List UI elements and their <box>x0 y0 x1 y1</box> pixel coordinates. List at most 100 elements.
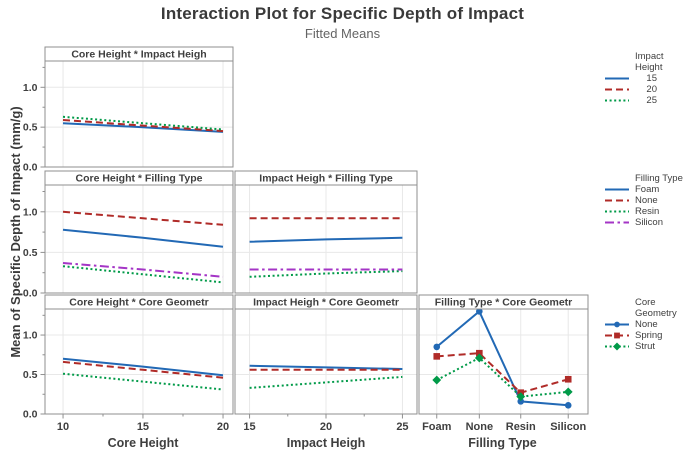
legend-swatch <box>604 73 631 84</box>
legend-filling-type: Filling Type Foam None Resin Silicon <box>604 173 683 228</box>
legend-entry-label: Resin <box>635 206 660 217</box>
line-swatch-icon <box>605 77 629 80</box>
legend-entry-label: 25 <box>646 95 657 106</box>
series-line-spring <box>62 360 224 379</box>
panel-header <box>44 170 234 186</box>
legend-entry: 25 <box>604 95 664 106</box>
y-axis-ticks: 0.0 0.5 1.0 <box>23 314 45 421</box>
y-tick-label: 0.5 <box>23 122 38 134</box>
circle-marker-icon <box>517 398 525 405</box>
legend-impact-height: Impact Height 15 20 25 <box>604 51 664 106</box>
x-axis-core-height: 10 15 20 Core Height <box>57 414 229 450</box>
panel-title: Core Height * Filling Type <box>76 173 203 185</box>
x-tick-label: 20 <box>320 421 332 433</box>
panel-header <box>44 294 234 310</box>
series-line-strut <box>436 356 569 398</box>
line-swatch-icon <box>605 188 629 191</box>
square-marker-icon <box>433 353 441 360</box>
x-tick-label: Foam <box>422 421 452 433</box>
legend-entry: Spring <box>604 330 677 341</box>
line-swatch-icon <box>605 210 629 213</box>
y-tick-label: 0.5 <box>23 369 38 381</box>
panel-plot-area <box>45 61 233 167</box>
y-tick-label: 1.0 <box>23 206 38 218</box>
x-tick-label: 10 <box>57 421 69 433</box>
legend-entry: 20 <box>604 84 664 95</box>
series-line-none <box>62 357 224 377</box>
panel-impact-heigh-filling-type: Impact Heigh * Filling Type <box>234 170 418 294</box>
y-axis-ticks: 0.0 0.5 1.0 <box>23 66 45 174</box>
line-swatch-icon <box>605 221 629 224</box>
circle-marker-icon <box>476 308 483 315</box>
legend-title: Impact <box>635 51 664 62</box>
legend-entry: None <box>604 319 677 330</box>
panel-header <box>234 170 418 186</box>
x-tick-label: 15 <box>137 421 149 433</box>
legend-swatch <box>604 217 631 228</box>
line-swatch-icon <box>605 332 629 339</box>
legend-entry: 15 <box>604 73 664 84</box>
panel-impact-heigh-core-geometr: Impact Heigh * Core Geometr <box>234 294 418 415</box>
legend-title: Filling Type <box>635 173 683 184</box>
series-line-silicon <box>62 262 224 278</box>
panel-plot-area <box>419 309 588 414</box>
chart-subtitle: Fitted Means <box>304 26 381 41</box>
legend-title: Core <box>635 297 656 308</box>
panel-plot-area <box>45 309 233 414</box>
legend-entry: Foam <box>604 184 683 195</box>
legend-entry: None <box>604 195 683 206</box>
panel-core-height-filling-type: Core Height * Filling Type <box>44 170 234 294</box>
panel-core-height-impact-heigh: Core Height * Impact Heigh <box>44 46 234 168</box>
line-swatch-icon <box>605 199 629 202</box>
panel-title: Impact Heigh * Core Geometr <box>253 297 399 309</box>
x-axis-title: Impact Heigh <box>287 436 366 450</box>
panel-plot-area <box>45 185 233 293</box>
x-tick-label: 25 <box>396 421 408 433</box>
circle-marker-icon <box>614 321 620 328</box>
series-line-foam <box>249 236 403 243</box>
panel-title: Filling Type * Core Geometr <box>435 297 573 309</box>
panel-title: Core Height * Core Geometr <box>69 297 208 309</box>
square-marker-icon <box>564 375 572 383</box>
x-tick-label: Resin <box>506 421 536 433</box>
x-axis-filling-type: Foam None Resin Silicon Filling Type <box>422 414 587 450</box>
legend-core-geometry: Core Geometry None Spring Strut <box>604 297 677 352</box>
y-tick-label: 0.0 <box>23 162 38 174</box>
panel-core-height-core-geometr: Core Height * Core Geometr <box>44 294 234 415</box>
panel-header <box>234 294 418 310</box>
panel-header <box>44 46 234 62</box>
square-marker-icon <box>476 349 483 357</box>
circle-marker-icon <box>564 402 572 409</box>
panel-title: Core Height * Impact Heigh <box>71 49 206 61</box>
legend-swatch <box>604 319 631 330</box>
legend-swatch <box>604 206 631 217</box>
series-line-strut <box>62 372 224 391</box>
legend-swatch <box>604 195 631 206</box>
line-swatch-icon <box>605 321 629 328</box>
y-tick-label: 1.0 <box>23 82 38 94</box>
series-line-20 <box>62 119 224 133</box>
legend-title-row: Impact <box>604 51 664 62</box>
y-tick-label: 0.5 <box>23 247 38 259</box>
legend-title-row: Height <box>604 62 664 73</box>
series-line-25 <box>62 115 224 131</box>
legend-swatch <box>604 341 631 352</box>
chart-title: Interaction Plot for Specific Depth of I… <box>160 4 525 23</box>
series-line-resin <box>62 265 224 284</box>
y-tick-label: 0.0 <box>23 288 38 300</box>
diamond-marker-icon <box>516 392 526 402</box>
legend-title-row: Core <box>604 297 677 308</box>
x-axis-impact-heigh: 15 20 25 Impact Heigh <box>243 414 409 450</box>
legend-title: Height <box>635 62 663 73</box>
x-axis-title: Filling Type <box>468 436 537 450</box>
legend-entry-label: None <box>635 195 658 206</box>
legend-entry-label: Silicon <box>635 217 663 228</box>
diamond-marker-icon <box>613 342 621 351</box>
legend-swatch <box>604 84 631 95</box>
x-tick-label: 15 <box>243 421 255 433</box>
panel-header <box>418 294 589 310</box>
y-tick-label: 0.0 <box>23 409 38 421</box>
square-marker-icon <box>614 332 620 339</box>
